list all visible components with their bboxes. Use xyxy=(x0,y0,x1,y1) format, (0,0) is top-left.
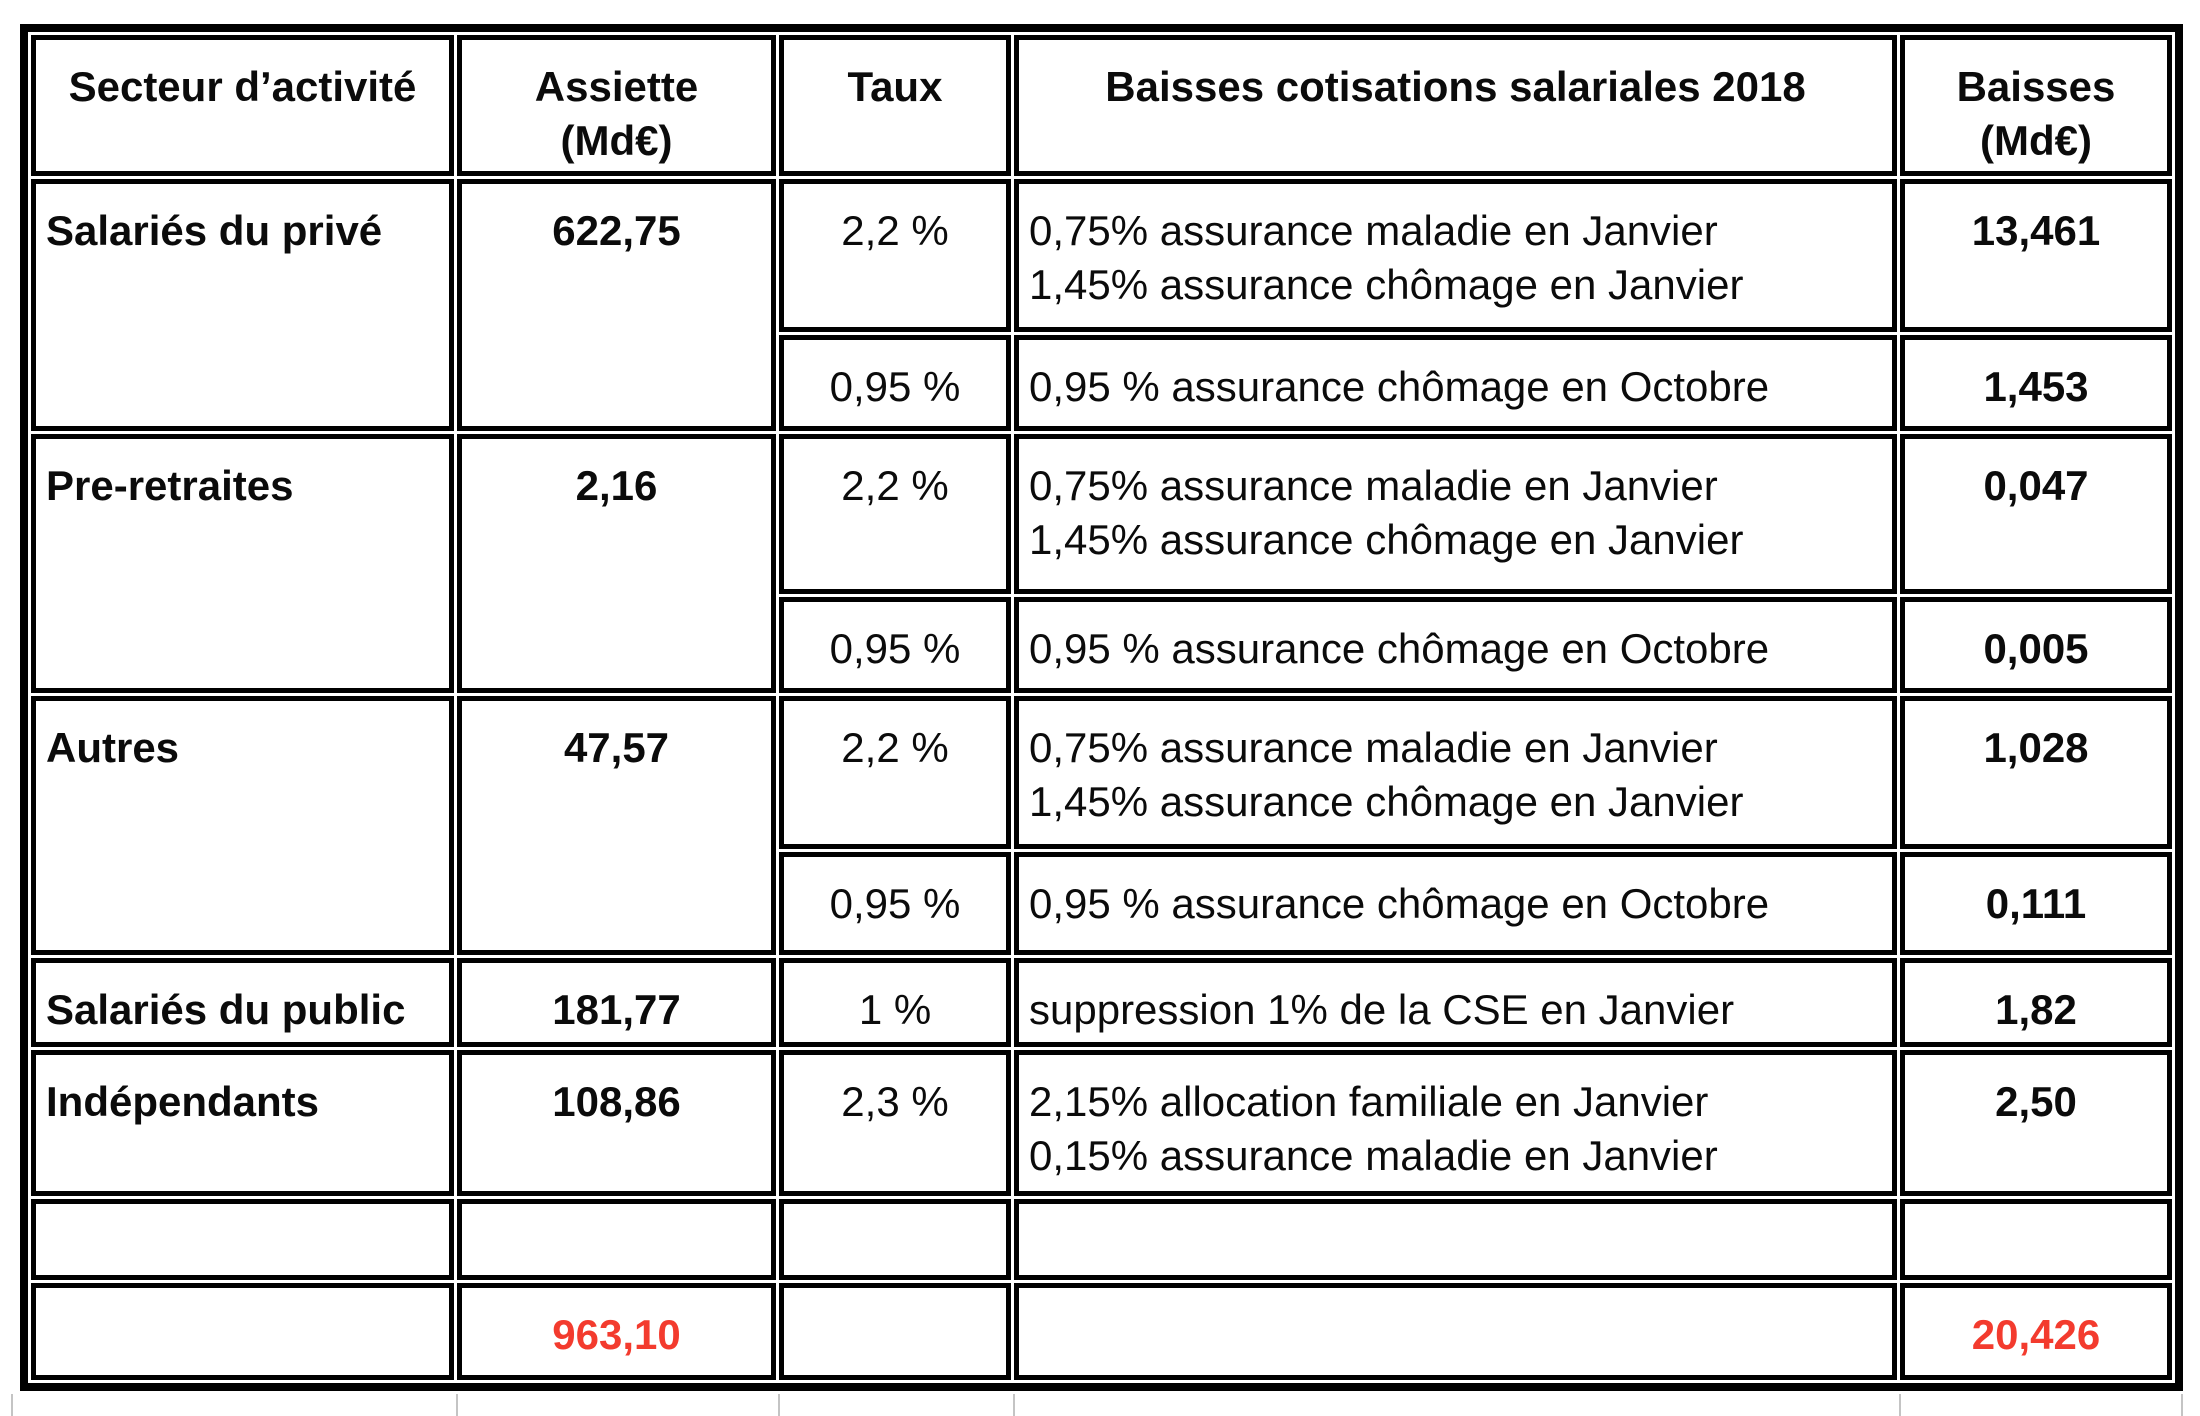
cell-baisse: 13,461 xyxy=(1900,179,2172,332)
table-row: 0,95 % 0,95 % assurance chômage en Octob… xyxy=(31,597,2172,693)
table-row: Autres 47,57 2,2 % 0,75% assurance malad… xyxy=(31,696,2172,955)
cell-taux: 2,3 % xyxy=(779,1050,1011,1196)
table-row: 0,95 % 0,95 % assurance chômage en Octob… xyxy=(31,335,2172,431)
empty-cell xyxy=(457,1199,776,1280)
totals-row: 963,10 20,426 xyxy=(31,1283,2172,1380)
cell-description: 0,75% assurance maladie en Janvier 1,45%… xyxy=(1014,434,1897,594)
empty-row xyxy=(31,1199,2172,1280)
cell-sector: Pre-retraites xyxy=(31,434,454,693)
table-row: Salariés du public 181,77 1 % suppressio… xyxy=(31,958,2172,1047)
cell-assiette: 181,77 xyxy=(457,958,776,1047)
cell-baisse: 1,028 xyxy=(1900,696,2172,849)
table-row: Salariés du privé 622,75 2,2 % 0,75% ass… xyxy=(31,179,2172,431)
cell-baisse: 0,005 xyxy=(1900,597,2172,693)
total-baisse: 20,426 xyxy=(1900,1283,2172,1380)
header-cell-assiette: Assiette (Md€) xyxy=(457,35,776,176)
description-line: 1,45% assurance chômage en Janvier xyxy=(1029,778,1744,825)
cell-assiette: 47,57 xyxy=(457,696,776,955)
header-label: Taux xyxy=(847,63,943,110)
header-unit: (Md€) xyxy=(560,117,673,164)
cell-description: 0,75% assurance maladie en Janvier 1,45%… xyxy=(1014,696,1897,849)
sheet-gridline-v xyxy=(11,1394,13,1416)
cell-taux: 0,95 % xyxy=(779,335,1011,431)
cell-baisse: 0,047 xyxy=(1900,434,2172,594)
cell-assiette: 108,86 xyxy=(457,1050,776,1196)
cell-description: 2,15% allocation familiale en Janvier 0,… xyxy=(1014,1050,1897,1196)
header-label: Assiette xyxy=(534,63,699,110)
header-unit: (Md€) xyxy=(1980,117,2092,164)
cell-sector: Salariés du privé xyxy=(31,179,454,431)
cell-sector: Salariés du public xyxy=(31,958,454,1047)
description-line: suppression 1% de la CSE en Janvier xyxy=(1029,986,1735,1033)
cell-taux: 2,2 % xyxy=(779,179,1011,332)
empty-cell xyxy=(779,1199,1011,1280)
header-label: Baisses xyxy=(1956,63,2116,110)
cell-assiette: 2,16 xyxy=(457,434,776,693)
description-line: 2,15% allocation familiale en Janvier xyxy=(1029,1078,1709,1125)
total-assiette: 963,10 xyxy=(457,1283,776,1380)
sheet-gridline-v xyxy=(1899,1394,1901,1416)
cell-baisse: 1,82 xyxy=(1900,958,2172,1047)
cell-baisse: 2,50 xyxy=(1900,1050,2172,1196)
cell-baisse: 0,111 xyxy=(1900,852,2172,955)
empty-cell xyxy=(1014,1283,1897,1380)
cell-assiette: 622,75 xyxy=(457,179,776,431)
header-label: Secteur d’activité xyxy=(68,63,417,110)
cell-sector: Indépendants xyxy=(31,1050,454,1196)
sheet-gridline-v xyxy=(778,1394,780,1416)
table-row: Indépendants 108,86 2,3 % 2,15% allocati… xyxy=(31,1050,2172,1196)
description-line: 0,15% assurance maladie en Janvier xyxy=(1029,1132,1718,1179)
description-line: 1,45% assurance chômage en Janvier xyxy=(1029,261,1744,308)
empty-cell xyxy=(31,1283,454,1380)
cell-description: suppression 1% de la CSE en Janvier xyxy=(1014,958,1897,1047)
sheet-gridline-v xyxy=(1013,1394,1015,1416)
header-cell-baisses: Baisses (Md€) xyxy=(1900,35,2172,176)
cell-taux: 0,95 % xyxy=(779,597,1011,693)
table-header-row: Secteur d’activité Assiette (Md€) Taux B… xyxy=(31,35,2172,176)
cell-description: 0,95 % assurance chômage en Octobre xyxy=(1014,597,1897,693)
description-line: 0,95 % assurance chômage en Octobre xyxy=(1029,880,1770,927)
cell-description: 0,75% assurance maladie en Janvier 1,45%… xyxy=(1014,179,1897,332)
table-row: 0,95 % 0,95 % assurance chômage en Octob… xyxy=(31,852,2172,955)
header-label: Baisses cotisations salariales 2018 xyxy=(1105,63,1806,110)
table-row: Pre-retraites 2,16 2,2 % 0,75% assurance… xyxy=(31,434,2172,693)
description-line: 0,95 % assurance chômage en Octobre xyxy=(1029,625,1770,672)
cell-description: 0,95 % assurance chômage en Octobre xyxy=(1014,852,1897,955)
description-line: 0,75% assurance maladie en Janvier xyxy=(1029,462,1718,509)
cell-taux: 0,95 % xyxy=(779,852,1011,955)
header-cell-baisses-desc: Baisses cotisations salariales 2018 xyxy=(1014,35,1897,176)
cell-taux: 2,2 % xyxy=(779,434,1011,594)
empty-cell xyxy=(1900,1199,2172,1280)
cell-baisse: 1,453 xyxy=(1900,335,2172,431)
empty-cell xyxy=(31,1199,454,1280)
cell-sector: Autres xyxy=(31,696,454,955)
description-line: 1,45% assurance chômage en Janvier xyxy=(1029,516,1744,563)
sheet-gridline-v xyxy=(2181,1394,2183,1416)
description-line: 0,95 % assurance chômage en Octobre xyxy=(1029,363,1770,410)
empty-cell xyxy=(779,1283,1011,1380)
header-cell-taux: Taux xyxy=(779,35,1011,176)
cell-taux: 2,2 % xyxy=(779,696,1011,849)
cell-description: 0,95 % assurance chômage en Octobre xyxy=(1014,335,1897,431)
cell-taux: 1 % xyxy=(779,958,1011,1047)
description-line: 0,75% assurance maladie en Janvier xyxy=(1029,207,1718,254)
header-cell-sector: Secteur d’activité xyxy=(31,35,454,176)
empty-cell xyxy=(1014,1199,1897,1280)
description-line: 0,75% assurance maladie en Janvier xyxy=(1029,724,1718,771)
sheet-gridline-v xyxy=(456,1394,458,1416)
cotisations-table: Secteur d’activité Assiette (Md€) Taux B… xyxy=(20,24,2183,1391)
